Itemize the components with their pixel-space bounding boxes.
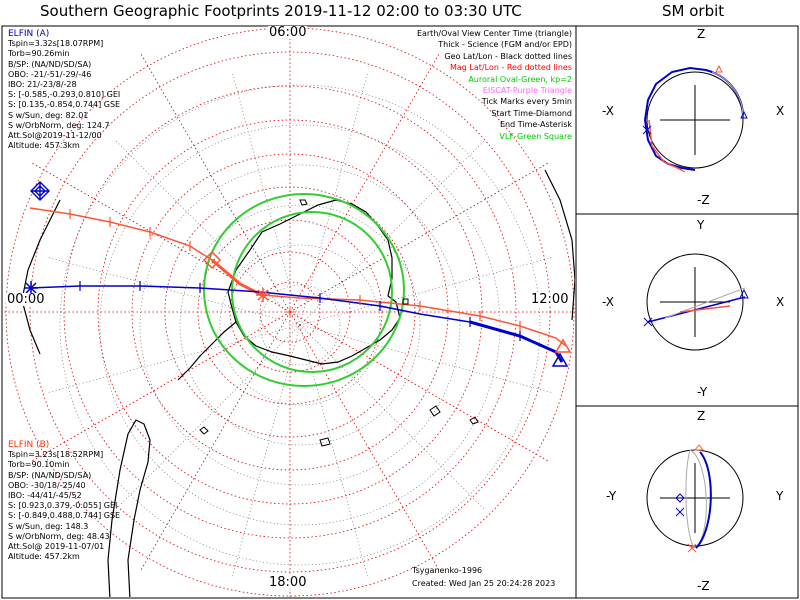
elfin-b-asterisk	[256, 288, 270, 302]
antarctic-peninsula	[177, 321, 237, 381]
orbit-panel-xy	[643, 253, 749, 351]
elfin-a-line: IBO: 21/-23/8/-28	[8, 80, 77, 90]
orbit-frame	[575, 25, 799, 599]
hour-label-bottom: 18:00	[268, 575, 308, 590]
geo-longitude-line	[299, 73, 368, 326]
orbit-panel-xz	[642, 64, 748, 173]
orbit-3-right-label: Y	[776, 489, 784, 503]
geo-longitude-line	[299, 324, 485, 510]
elfin-a-ticks	[79, 281, 521, 341]
orbit-3-left-label: -Y	[606, 489, 617, 503]
elfin-a-line: Altitude: 457.3km	[8, 141, 80, 151]
elfin-a-start-diamond	[30, 181, 50, 201]
orbit-panel-yz	[646, 444, 744, 553]
orbit-title: SM orbit	[662, 2, 725, 20]
model-credit: Tsyganenko-1996	[412, 566, 483, 575]
elfin-b-line: S w/OrbNorm, deg: 48.43	[8, 531, 110, 541]
orbit-3-top-label: Z	[697, 409, 706, 423]
geo-longitude-line	[232, 73, 301, 326]
elfin-b-center-triangle	[554, 338, 572, 353]
legend-item: Start Time-Diamond	[491, 108, 572, 118]
geo-longitude-line	[299, 140, 485, 326]
legend-item: EISCAT-Purple Triangle	[482, 86, 572, 96]
africa-coastline	[21, 199, 61, 355]
australia-coastline	[544, 169, 575, 321]
geo-latitude-circles	[59, 84, 541, 566]
pole-asterisk	[284, 306, 296, 318]
elfin-a-line: OBO: -21/-51/-29/-46	[8, 69, 92, 79]
elfin-a-line: Torb=90.26min	[8, 49, 70, 59]
elfin-a-line: Tspin=3.32s[18.07RPM]	[8, 39, 104, 49]
orbit-2-right-label: X	[776, 295, 785, 309]
orbit-1-right-label: X	[776, 104, 785, 118]
legend: Earth/Oval View Center Time (triangle) Th…	[417, 28, 572, 142]
geo-longitude-line	[299, 324, 552, 393]
elfin-b-line: OBO: -30/18/-25/40	[8, 480, 86, 490]
legend-item: Mag Lat/Lon - Red dotted lines	[449, 63, 572, 73]
elfin-a-name: ELFIN (A)	[8, 29, 50, 39]
elfin-b-line: S: [-0.849,0.488,0.744] GSE	[8, 511, 121, 521]
elfin-a-info: ELFIN (A) Tspin=3.32s[18.07RPM] Torb=90.…	[8, 29, 120, 151]
hour-label-right: 12:00	[530, 292, 570, 307]
elfin-b-info: ELFIN (B) Tspin=3.23s[18.52RPM] Torb=90.…	[8, 440, 120, 562]
elfin-b-line: Altitude: 457.2km	[8, 552, 80, 562]
elfin-b-ticks	[69, 209, 521, 331]
legend-item: Earth/Oval View Center Time (triangle)	[416, 29, 572, 38]
orbit-1-top-label: Z	[697, 27, 706, 41]
geo-longitude-line	[299, 324, 368, 577]
legend-item: Auroral Oval-Green, kp=2	[468, 74, 572, 84]
legend-item: Thick - Science (FGM and/or EPD)	[438, 40, 572, 50]
elfin-a-track-science	[469, 320, 564, 363]
elfin-b-name: ELFIN (B)	[8, 440, 50, 450]
geo-longitude-line	[232, 324, 301, 577]
orbit-2-bottom-label: -Y	[697, 385, 708, 399]
elfin-a-center-triangle	[551, 352, 569, 367]
orbit-2-left-label: -X	[602, 295, 614, 309]
elfin-b-line: Torb=90.10min	[8, 460, 70, 470]
auroral-oval-inner	[231, 211, 393, 373]
islands	[199, 199, 479, 447]
vlf-square	[402, 298, 409, 305]
legend-item: Geo Lat/Lon - Black dotted lines	[444, 51, 572, 61]
elfin-b-line: Att.Sol@ 2019-11-07/01	[8, 542, 105, 552]
geo-longitude-line	[48, 257, 301, 326]
geo-longitude-line	[115, 140, 301, 326]
mag-longitude-line	[289, 161, 551, 313]
orbit-1-bottom-label: -Z	[697, 193, 710, 207]
elfin-a-asterisk	[24, 281, 38, 295]
elfin-b-line: S: [0.923,0.379,-0.055] GEI	[8, 501, 118, 511]
geo-longitude-line	[48, 324, 301, 393]
elfin-a-line: S w/Sun, deg: 82.01	[8, 110, 89, 120]
geo-longitude-line	[299, 257, 552, 326]
page-title: Southern Geographic Footprints 2019-11-1…	[40, 2, 522, 20]
hour-label-top: 06:00	[268, 25, 308, 40]
elfin-b-line: S w/Sun, deg: 148.3	[8, 521, 89, 531]
elfin-a-line: Att.Sol@2019-11-12/00	[8, 131, 102, 141]
auroral-oval-outer	[203, 193, 405, 387]
hour-label-left: 00:00	[6, 292, 46, 307]
orbit-1-left-label: -X	[602, 104, 614, 118]
mag-longitude-line	[139, 311, 291, 573]
antarctica-coastline	[227, 199, 401, 365]
elfin-b-diamond	[202, 250, 222, 270]
geo-longitude-line	[115, 324, 301, 510]
orbit-3-bottom-label: -Z	[697, 579, 710, 593]
elfin-b-line: IBO: -44/41/-45/52	[8, 491, 82, 501]
elfin-b-line: B/SP: (NA/ND/SD/SA)	[8, 470, 92, 480]
legend-item: End Time-Asterisk	[499, 120, 572, 130]
south-america-coastline	[107, 419, 151, 597]
mag-longitude-line	[139, 51, 291, 313]
orbit-2-top-label: Y	[697, 218, 705, 232]
legend-item: VLF-Green Square	[499, 131, 572, 141]
elfin-b-line: Tspin=3.23s[18.52RPM]	[8, 450, 104, 460]
created-timestamp: Created: Wed Jan 25 20:24:28 2023	[412, 579, 556, 588]
geo-longitude-lines	[48, 73, 552, 577]
elfin-a-line: B/SP: (NA/ND/SD/SA)	[8, 59, 92, 69]
elfin-a-line: S w/OrbNorm, deg: 124.7	[8, 120, 110, 130]
elfin-a-line: S: [0.135,-0.854,0.744] GSE	[8, 100, 121, 110]
legend-item: Tick Marks every 5min	[481, 97, 572, 107]
elfin-a-line: S: [-0.585,-0.293,0.810] GEI	[8, 90, 121, 100]
